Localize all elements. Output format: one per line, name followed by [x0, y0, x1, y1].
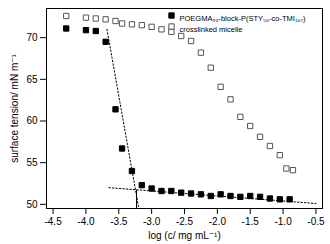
svg-text:50: 50	[26, 199, 38, 210]
svg-text:-2.0: -2.0	[209, 216, 227, 227]
svg-text:-0.5: -0.5	[307, 216, 325, 227]
svg-text:-2.5: -2.5	[176, 216, 194, 227]
svg-text:-4.5: -4.5	[44, 216, 62, 227]
svg-text:surface tension/ mN m⁻¹: surface tension/ mN m⁻¹	[9, 54, 20, 163]
svg-text:65: 65	[26, 74, 38, 85]
svg-text:-4.0: -4.0	[77, 216, 95, 227]
svg-text:-3.5: -3.5	[110, 216, 128, 227]
svg-text:-3.0: -3.0	[143, 216, 161, 227]
svg-text:POEGMA₉₃-block-P(STY₅₆-co-TMI₁: POEGMA₉₃-block-P(STY₅₆-co-TMI₁₆₇)	[180, 14, 307, 23]
svg-text:-1.0: -1.0	[274, 216, 292, 227]
svg-text:log (c/ mg mL⁻¹): log (c/ mg mL⁻¹)	[148, 230, 221, 241]
svg-text:55: 55	[26, 157, 38, 168]
svg-text:-1.5: -1.5	[242, 216, 260, 227]
svg-text:crosslinked micelle: crosslinked micelle	[180, 25, 243, 34]
svg-text:60: 60	[26, 115, 38, 126]
svg-text:70: 70	[26, 32, 38, 43]
